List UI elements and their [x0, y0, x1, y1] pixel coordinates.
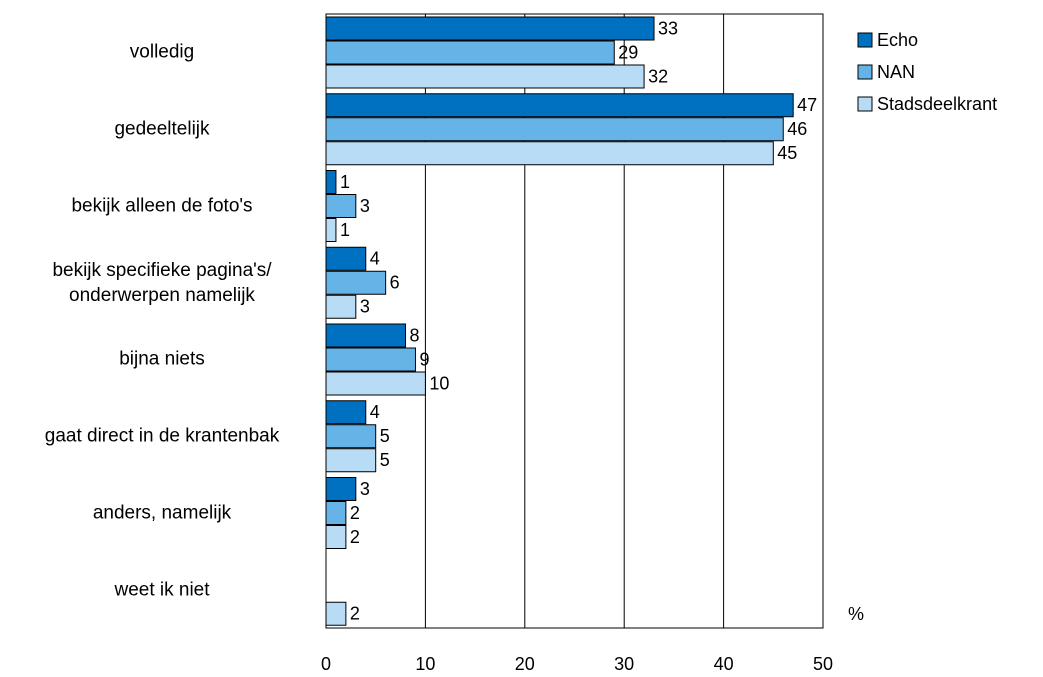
- bar: [325, 270, 387, 295]
- data-label: 5: [380, 426, 390, 446]
- data-label: 3: [360, 297, 370, 317]
- data-label: 8: [410, 325, 420, 345]
- data-label: 10: [429, 373, 449, 393]
- y-tick-label: volledig: [129, 41, 195, 63]
- bar: [325, 371, 426, 396]
- data-label: 3: [360, 196, 370, 216]
- bar: [325, 170, 337, 194]
- bar: [325, 64, 645, 89]
- bar: [325, 117, 784, 142]
- data-label: 2: [350, 503, 360, 523]
- data-label: 1: [340, 172, 350, 192]
- data-label: 47: [797, 95, 817, 115]
- data-label: 46: [787, 119, 807, 139]
- y-tick-label: bekijk specifieke pagina's/ onderwerpen …: [52, 259, 272, 306]
- y-tick-label: bijna niets: [119, 348, 205, 370]
- bar: [325, 218, 337, 242]
- y-tick-label: weet ik niet: [114, 579, 210, 601]
- bar: [325, 424, 377, 449]
- legend-label: NAN: [877, 62, 915, 82]
- legend-swatch: [857, 32, 873, 48]
- y-tick-label: bekijk alleen de foto's: [71, 195, 253, 217]
- data-label: 3: [360, 479, 370, 499]
- plot-border: [325, 13, 824, 629]
- bar: [325, 93, 794, 118]
- data-label: 1: [340, 220, 350, 240]
- x-tick-label: 20: [515, 654, 535, 674]
- y-tick-label: gedeeltelijk: [114, 118, 210, 140]
- bar: [325, 246, 367, 271]
- bar: [325, 40, 615, 65]
- x-tick-label: 40: [714, 654, 734, 674]
- bar: [325, 501, 347, 525]
- data-label: 32: [648, 66, 668, 86]
- legend-label: Stadsdeelkrant: [877, 94, 997, 114]
- legend-label: Echo: [877, 30, 918, 50]
- data-label: 2: [350, 527, 360, 547]
- bar: [325, 448, 377, 473]
- data-label: 33: [658, 18, 678, 38]
- x-tick-label: 0: [321, 654, 331, 674]
- bar: [325, 294, 357, 319]
- x-tick-label: 50: [813, 654, 833, 674]
- x-axis-label: %: [848, 604, 864, 624]
- bar: [325, 141, 774, 166]
- y-tick-label: anders, namelijk: [92, 502, 232, 524]
- data-label: 2: [350, 604, 360, 624]
- data-label: 9: [419, 349, 429, 369]
- bar: [325, 323, 407, 348]
- bar: [325, 194, 357, 218]
- bar: [325, 347, 416, 372]
- legend-swatch: [857, 96, 873, 112]
- data-label: 45: [777, 143, 797, 163]
- data-label: 29: [618, 42, 638, 62]
- x-tick-label: 10: [415, 654, 435, 674]
- bar: [325, 601, 347, 626]
- bar: [325, 477, 357, 501]
- bar: [325, 16, 655, 41]
- data-label: 5: [380, 450, 390, 470]
- x-tick-label: 30: [614, 654, 634, 674]
- legend-swatch: [857, 64, 873, 80]
- bar: [325, 525, 347, 549]
- y-tick-label: gaat direct in de krantenbak: [44, 425, 280, 447]
- data-label: 4: [370, 249, 380, 269]
- bar: [325, 400, 367, 425]
- data-label: 6: [390, 273, 400, 293]
- data-label: 4: [370, 402, 380, 422]
